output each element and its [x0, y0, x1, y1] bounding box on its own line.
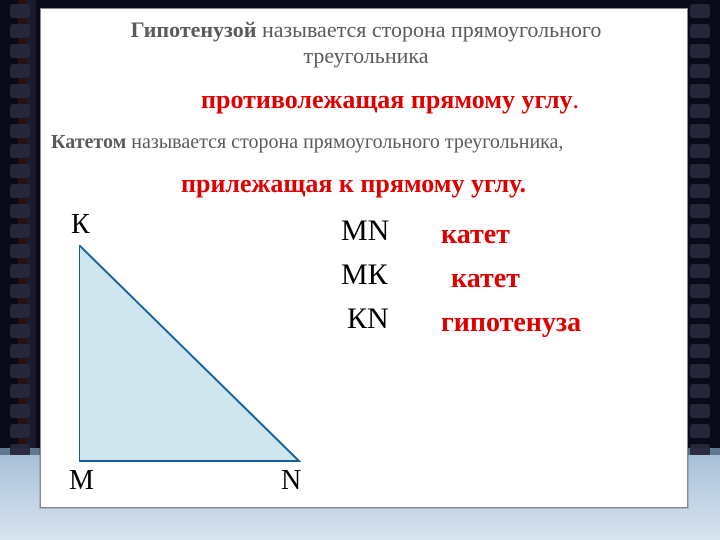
def-cathetus-rest: называется сторона прямоугольного треуго…	[126, 131, 563, 153]
vertex-label-n: N	[281, 465, 301, 497]
triangle-figure	[79, 245, 309, 465]
cathetus-clause: прилежащая к прямому углу.	[181, 169, 526, 199]
type-kn: гипотенуза	[441, 301, 581, 345]
slide-card: Гипотенузой называется сторона прямоугол…	[40, 8, 688, 508]
definition-hypotenuse: Гипотенузой называется сторона прямоугол…	[71, 17, 661, 69]
side-types-column: катет катет гипотенуза	[441, 213, 581, 345]
triangle-polygon	[79, 245, 299, 461]
vertex-label-m: М	[69, 465, 94, 497]
vertex-label-k: К	[71, 209, 90, 241]
side-labels-column: МN МК КN	[341, 209, 389, 341]
side-mk: МК	[341, 253, 389, 297]
term-cathetus: Катетом	[51, 131, 126, 153]
side-mn: МN	[341, 209, 389, 253]
def-hypotenuse-rest: называется сторона прямоугольного треуго…	[256, 17, 601, 68]
film-perforation-left	[0, 0, 40, 540]
type-mn: катет	[441, 213, 581, 257]
hypotenuse-clause-text: противолежащая прямому углу	[201, 85, 573, 114]
term-hypotenuse: Гипотенузой	[131, 17, 257, 42]
hypotenuse-clause-dot: .	[573, 85, 580, 114]
type-mk: катет	[441, 257, 581, 301]
hypotenuse-clause: противолежащая прямому углу.	[201, 85, 579, 115]
side-kn: КN	[341, 297, 389, 341]
definition-cathetus: Катетом называется сторона прямоугольног…	[51, 131, 671, 154]
